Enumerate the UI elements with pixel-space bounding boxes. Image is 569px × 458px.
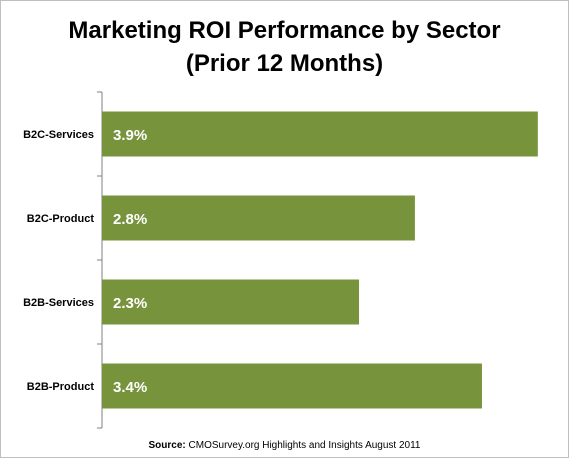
category-label: B2C-Services xyxy=(23,129,94,141)
source-note: Source: CMOSurvey.org Highlights and Ins… xyxy=(0,440,569,451)
bar xyxy=(102,111,538,157)
bar xyxy=(102,363,482,409)
data-label: 2.3% xyxy=(113,295,147,312)
data-label: 3.9% xyxy=(113,127,147,144)
data-label: 2.8% xyxy=(113,211,147,228)
bar xyxy=(102,195,415,241)
bar xyxy=(102,279,360,325)
chart-title-line-1: Marketing ROI Performance by Sector xyxy=(68,17,501,44)
category-label: B2B-Product xyxy=(27,381,95,393)
source-label: Source: xyxy=(148,440,186,451)
chart-title: Marketing ROI Performance by Sector (Pri… xyxy=(0,14,569,80)
data-label: 3.4% xyxy=(113,379,147,396)
category-label: B2C-Product xyxy=(27,213,95,225)
source-text: CMOSurvey.org Highlights and Insights Au… xyxy=(188,440,421,451)
chart-title-line-2: (Prior 12 Months) xyxy=(185,50,384,77)
category-label: B2B-Services xyxy=(23,297,94,309)
